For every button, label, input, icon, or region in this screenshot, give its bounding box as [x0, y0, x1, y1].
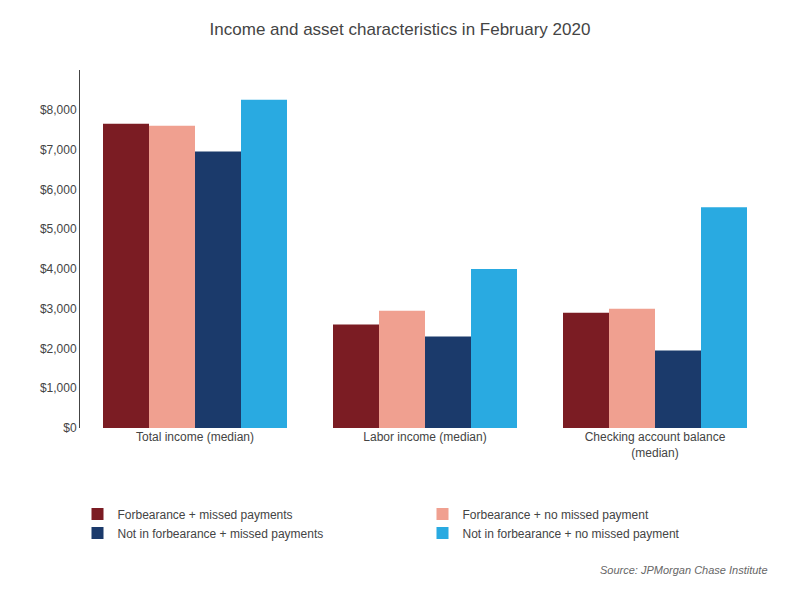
svg-text:Not in forbearance + no missed: Not in forbearance + no missed payment — [463, 527, 680, 541]
svg-text:$3,000: $3,000 — [40, 302, 77, 316]
svg-text:$1,000: $1,000 — [40, 381, 77, 395]
svg-text:$6,000: $6,000 — [40, 183, 77, 197]
svg-text:$7,000: $7,000 — [40, 143, 77, 157]
svg-text:Source: JPMorgan Chase Institu: Source: JPMorgan Chase Institute — [600, 564, 768, 576]
svg-text:Labor income (median): Labor income (median) — [363, 430, 486, 444]
svg-text:Not in forbearance + missed pa: Not in forbearance + missed payments — [118, 527, 324, 541]
svg-text:Income and asset characteristi: Income and asset characteristics in Febr… — [210, 20, 591, 39]
svg-text:Checking account balance(media: Checking account balance(median) — [585, 430, 726, 460]
svg-text:Forbearance + no missed paymen: Forbearance + no missed payment — [463, 508, 649, 522]
svg-text:$8,000: $8,000 — [40, 103, 77, 117]
svg-text:Total income (median): Total income (median) — [136, 430, 254, 444]
svg-text:$0: $0 — [63, 421, 77, 435]
svg-text:$4,000: $4,000 — [40, 262, 77, 276]
svg-text:Forbearance + missed payments: Forbearance + missed payments — [118, 508, 293, 522]
svg-text:$5,000: $5,000 — [40, 222, 77, 236]
svg-text:$2,000: $2,000 — [40, 342, 77, 356]
